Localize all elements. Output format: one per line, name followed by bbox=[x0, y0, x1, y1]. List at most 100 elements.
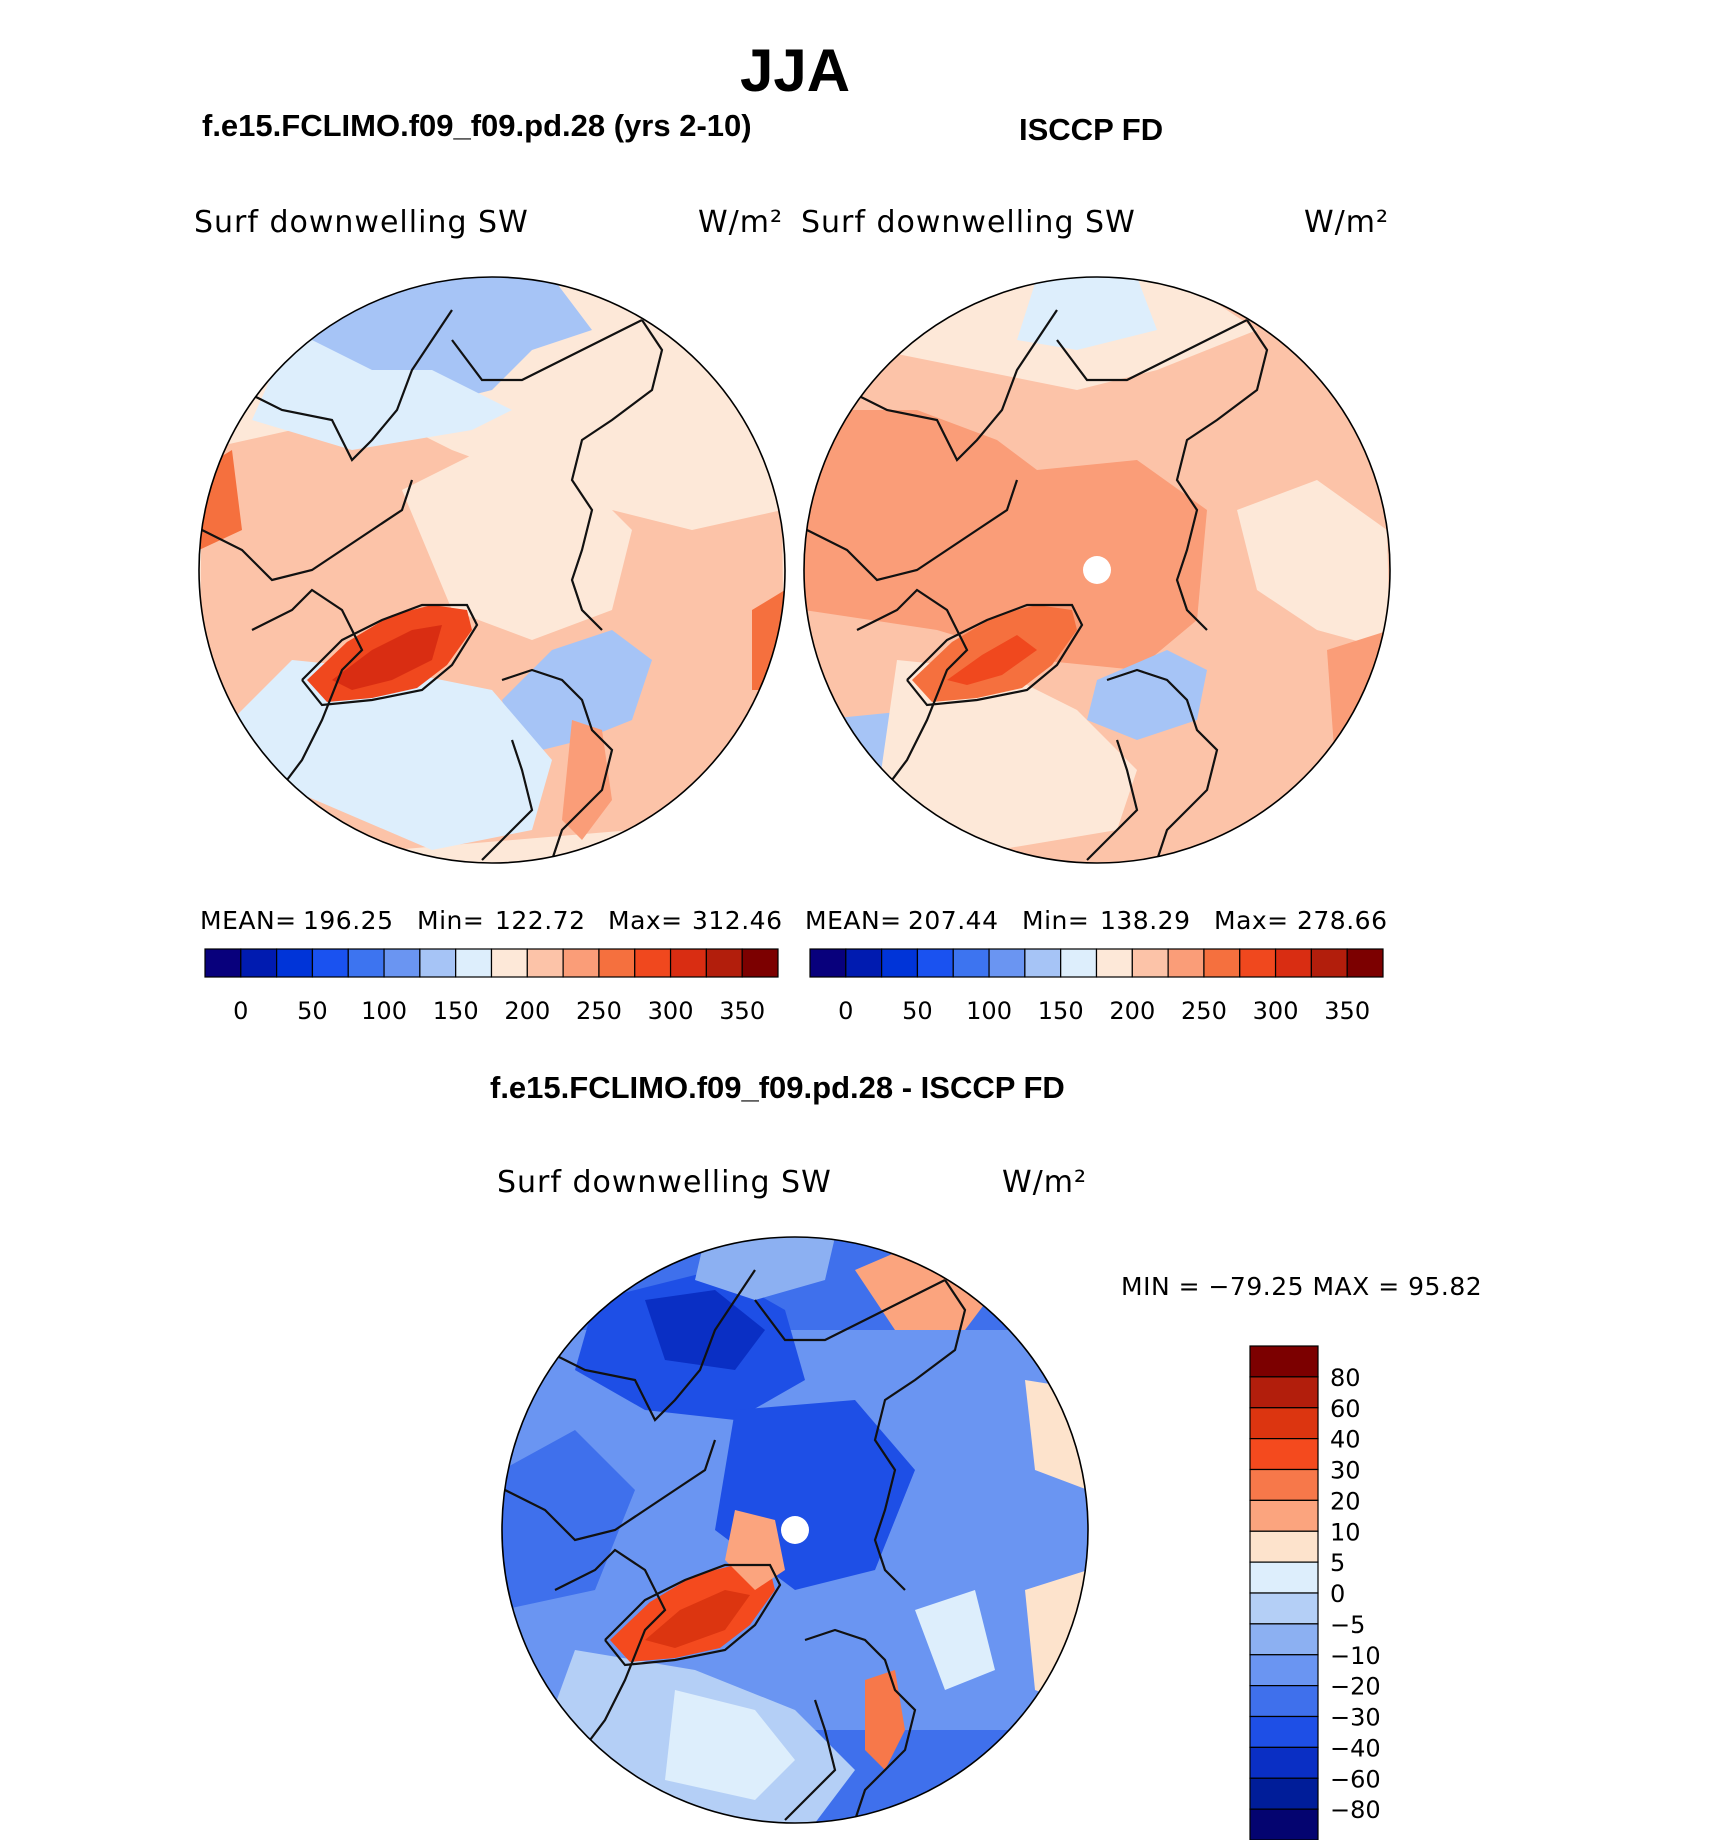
colorbar-2-tick-label: 300 bbox=[1253, 997, 1299, 1025]
panel-1-max-value: 312.46 bbox=[692, 906, 783, 935]
colorbar-3-tick-label: 10 bbox=[1330, 1518, 1361, 1546]
colorbar-3-tick-label: 20 bbox=[1330, 1487, 1361, 1515]
map-2-contour-region bbox=[1327, 630, 1390, 790]
colorbar-1-swatch bbox=[669, 948, 707, 978]
colorbar-1-tick-label: 100 bbox=[361, 997, 407, 1025]
colorbar-2-swatch bbox=[1131, 948, 1169, 978]
map-2-contour-region bbox=[947, 635, 1037, 685]
colorbar-3-tick-label: −5 bbox=[1330, 1611, 1365, 1639]
panel-1-case-title: f.e15.FCLIMO.f09_f09.pd.28 (yrs 2-10) bbox=[202, 108, 752, 143]
map-2-coastline bbox=[1175, 319, 1269, 631]
map-1-coastline bbox=[570, 319, 664, 631]
diff-panel-units: W/m² bbox=[1002, 1165, 1088, 1200]
colorbar-1-tick-label: 200 bbox=[504, 997, 550, 1025]
colorbar-3-swatch bbox=[1249, 1468, 1319, 1501]
map-2-coastline bbox=[1106, 668, 1219, 861]
map-1-coastline bbox=[501, 668, 614, 861]
colorbar-2-swatch bbox=[1024, 948, 1062, 978]
colorbar-2-swatch bbox=[952, 948, 990, 978]
diff-minmax-text: MIN = −79.25 MAX = 95.82 bbox=[1121, 1272, 1483, 1301]
colorbar-1-swatch bbox=[383, 948, 421, 978]
colorbar-3-tick-label: −40 bbox=[1330, 1734, 1381, 1762]
map-2-coastline bbox=[1086, 739, 1139, 861]
map-3-coastline bbox=[804, 1628, 917, 1821]
panel-2-max-value: 278.66 bbox=[1297, 906, 1388, 935]
colorbar-1-tick-label: 350 bbox=[719, 997, 765, 1025]
map-3-coastline bbox=[544, 1269, 756, 1422]
map-2-coastline bbox=[806, 479, 1019, 582]
colorbar-1-swatch bbox=[526, 948, 564, 978]
colorbar-3-tick-label: −10 bbox=[1330, 1642, 1381, 1670]
map-1-coastline bbox=[301, 603, 479, 707]
map-2-coastline bbox=[906, 603, 1084, 707]
panel-2-min-value: 138.29 bbox=[1100, 906, 1191, 935]
panel-1-mean-value: 196.25 bbox=[303, 906, 394, 935]
colorbar-3-swatch bbox=[1249, 1499, 1319, 1532]
panel-2-case-title: ISCCP FD bbox=[1019, 112, 1164, 147]
colorbar-1-tick-label: 150 bbox=[433, 997, 479, 1025]
colorbar-1-tick-label: 50 bbox=[297, 997, 328, 1025]
colorbar-3-tick-label: 80 bbox=[1330, 1364, 1361, 1392]
map-1-contour-region bbox=[502, 630, 652, 750]
map-2-coastline bbox=[846, 309, 1058, 462]
panel-1-min-value: 122.72 bbox=[495, 906, 586, 935]
map-2-contour-region bbox=[1017, 277, 1157, 350]
panel-2-min-label: Min= bbox=[1022, 906, 1090, 935]
colorbar-3-tick-label: −60 bbox=[1330, 1765, 1381, 1793]
colorbar-3-tick-label: 60 bbox=[1330, 1395, 1361, 1423]
colorbar-3-tick-label: 0 bbox=[1330, 1580, 1345, 1608]
map-1-border bbox=[198, 276, 786, 864]
map-3-contour-region bbox=[645, 1290, 765, 1370]
map-3-coastline bbox=[754, 1279, 946, 1342]
map-1-coastline bbox=[451, 319, 643, 382]
panel-2-variable: Surf downwelling SW bbox=[801, 205, 1136, 240]
colorbar-2-tick-label: 50 bbox=[902, 997, 933, 1025]
colorbar-1-swatch bbox=[705, 948, 743, 978]
colorbar-1-swatch bbox=[347, 948, 385, 978]
map-2-contour-region bbox=[877, 660, 1137, 850]
map-1-field bbox=[199, 277, 785, 863]
map-1-contour-region bbox=[232, 660, 552, 850]
map-2-coastline bbox=[1056, 319, 1248, 382]
colorbar-3-tick-label: −30 bbox=[1330, 1704, 1381, 1732]
colorbar-3-swatch bbox=[1249, 1407, 1319, 1440]
map-2-contour-region bbox=[1237, 480, 1390, 650]
colorbar-2-swatch bbox=[845, 948, 883, 978]
colorbar-3-swatch bbox=[1249, 1561, 1319, 1594]
map-3-contour-region bbox=[865, 1670, 905, 1770]
panel-1-units: W/m² bbox=[698, 205, 784, 240]
colorbar-3-swatch bbox=[1249, 1777, 1319, 1810]
map-2-contour-region bbox=[1087, 650, 1207, 740]
colorbar-2-swatch bbox=[1274, 948, 1312, 978]
map-3-coastline bbox=[604, 1563, 782, 1667]
map-3-contour-region bbox=[695, 1237, 835, 1300]
colorbar-2-tick-label: 350 bbox=[1324, 997, 1370, 1025]
colorbar-2-swatch bbox=[1310, 948, 1348, 978]
colorbar-3-swatch bbox=[1249, 1654, 1319, 1687]
panel-2-mean-label: MEAN= bbox=[805, 906, 902, 935]
colorbar-3-swatch bbox=[1249, 1715, 1319, 1748]
map-3-pole-hole bbox=[781, 1516, 809, 1544]
colorbar-3-tick-label: 40 bbox=[1330, 1426, 1361, 1454]
map-3-coastline bbox=[504, 1439, 717, 1542]
colorbar-1-swatch bbox=[276, 948, 314, 978]
colorbar-2-swatch bbox=[1346, 948, 1384, 978]
panel-1-min-label: Min= bbox=[417, 906, 485, 935]
panel-1-mean-label: MEAN= bbox=[200, 906, 297, 935]
map-3-contour-region bbox=[502, 1430, 635, 1610]
map-2-pole-hole bbox=[1083, 556, 1111, 584]
colorbar-1-swatch bbox=[490, 948, 528, 978]
colorbar-2-swatch bbox=[881, 948, 919, 978]
map-1-coastline bbox=[201, 479, 414, 582]
colorbar-1-swatch bbox=[311, 948, 349, 978]
colorbar-3-tick-label: 5 bbox=[1330, 1549, 1345, 1577]
map-3-coastline bbox=[554, 1548, 667, 1761]
colorbar-2-tick-label: 0 bbox=[838, 997, 853, 1025]
panel-2-units: W/m² bbox=[1304, 205, 1390, 240]
colorbar-1-tick-label: 300 bbox=[648, 997, 694, 1025]
diff-panel-variable: Surf downwelling SW bbox=[497, 1165, 832, 1200]
colorbar-2-tick-label: 150 bbox=[1038, 997, 1084, 1025]
colorbar-2-swatch bbox=[988, 948, 1026, 978]
map-3-contour-region bbox=[915, 1590, 995, 1690]
colorbar-1-swatch bbox=[562, 948, 600, 978]
